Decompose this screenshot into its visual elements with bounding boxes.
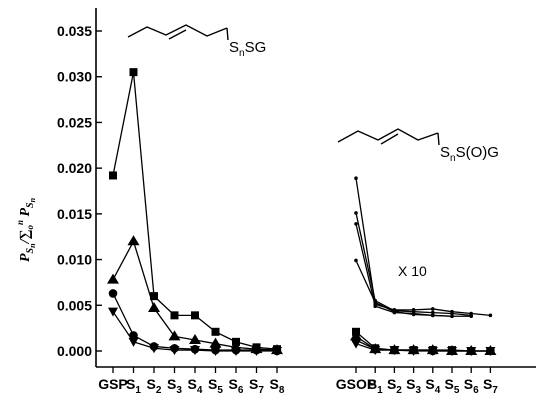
series-line-g1-triangle-up [112,239,278,351]
y-tick-label: 0.000 [57,343,92,359]
data-point-circle [108,289,118,298]
x-tick-label: S1 [368,376,383,396]
x-tick-label: S2 [387,376,402,396]
structure-1-label: SnSG [229,39,266,59]
structure-2-chain [337,128,439,143]
data-point-triangle-up [189,334,201,345]
data-point-triangle-down [272,347,282,356]
series-line-g2-triangle-down [355,343,491,352]
structure-1-double-bond [168,29,187,40]
data-point-square [109,171,117,180]
x-tick-label: S4 [425,376,440,396]
y-tick-label: 0.030 [57,69,92,85]
structure-2: SnS(O)G [337,128,499,164]
data-point-dot [373,300,378,305]
x-tick-label: S5 [208,376,223,396]
y-axis-label: PSn/∑on PSn [15,197,37,262]
data-point-square [211,327,220,336]
structure-2-double-bond [380,133,399,145]
data-point-triangle-down [370,346,381,356]
data-point-triangle-down [408,347,419,356]
x-tick-label: GSOP [336,376,376,392]
data-point-triangle-down [210,347,221,356]
data-point-square [129,68,138,77]
data-point-dot [431,313,435,318]
data-point-triangle-down [427,347,438,356]
data-point-dot [354,222,358,226]
y-tick-label: 0.025 [57,114,92,130]
data-point-triangle-up [107,273,119,284]
series-line-g1-square [112,72,278,350]
x-tick-label: S6 [464,376,479,396]
y-tick-label: 0.015 [57,206,92,222]
svg-text:PSn/∑on PSn: PSn/∑on PSn [15,197,37,262]
y-tick-label: 0.035 [57,23,92,39]
data-point-triangle-down [447,347,457,356]
data-point-dot [411,312,416,317]
data-point-triangle-down [466,347,477,356]
data-point-triangle-down [389,346,400,356]
structure-1-chain [127,24,228,38]
x-tick-label: S4 [188,376,203,396]
x-tick-label: S3 [406,376,421,396]
data-point-dot [450,314,454,319]
data-point-square [170,311,179,320]
x-tick-label: GSP [98,376,128,392]
x-tick-label: S6 [229,376,244,396]
series-layer [107,68,497,356]
annotation-x10: X 10 [398,263,427,279]
data-point-triangle-up [148,302,160,313]
data-point-dot [354,176,358,180]
data-point-dot [450,311,454,316]
x-tick-label: S7 [483,376,498,396]
data-point-triangle-down [485,347,496,356]
data-point-dot [354,211,358,215]
data-point-triangle-down [351,339,361,349]
structure-1: SnSG [127,24,266,59]
x-tick-label: S7 [249,376,264,396]
data-point-triangle-down [251,347,262,356]
data-point-triangle-down [108,307,118,317]
data-point-dot [488,313,493,318]
structure-2-label: SnS(O)G [440,144,499,164]
scaled-series-line-1 [355,178,491,316]
x-tick-label: S5 [445,376,460,396]
structure-2-link [437,132,440,146]
data-point-square [191,311,199,320]
x-tick-label: S1 [126,376,141,396]
data-point-triangle-up [127,235,140,246]
data-point-triangle-down [169,346,180,356]
data-point-dot [431,310,435,315]
y-tick-label: 0.020 [57,160,92,176]
x-tick-label: S8 [270,376,285,396]
y-axis-ticks: 0.000 0.005 0.010 0.015 0.020 0.025 0.030 0.035 [57,23,102,359]
y-tick-label: 0.005 [57,297,92,313]
data-point-square [150,292,158,301]
x-tick-label: S2 [147,376,162,396]
data-point-triangle-down [149,344,159,354]
data-point-dot [431,307,435,311]
data-point-triangle-up [168,330,181,341]
y-tick-label: 0.010 [57,252,92,268]
data-point-triangle-down [128,337,139,347]
structure-1-link [226,27,229,41]
data-point-triangle-down [190,346,200,356]
x-tick-label: S3 [167,376,182,396]
data-point-triangle-down [231,347,241,356]
data-point-dot [469,314,474,319]
scaled-series-line-4 [355,260,453,317]
data-point-dot [373,304,378,309]
data-point-triangle-up [209,337,222,348]
data-point-dot [354,258,358,263]
data-point-dot [392,309,397,314]
